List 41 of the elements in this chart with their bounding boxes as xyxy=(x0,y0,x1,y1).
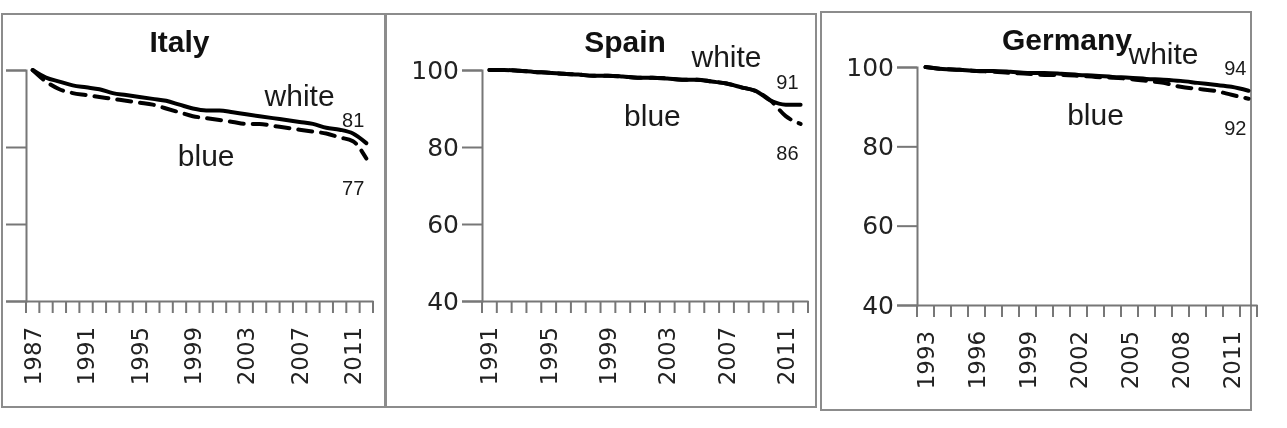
x-tick-label: 1991 xyxy=(73,326,100,386)
x-tick-label: 1987 xyxy=(19,326,46,386)
x-tick-label: 2008 xyxy=(1167,330,1194,390)
data-label: 86 xyxy=(776,141,799,164)
y-tick-label: 100 xyxy=(411,55,459,85)
series-label: blue xyxy=(1067,97,1124,131)
x-tick-label: 1991 xyxy=(476,326,503,386)
x-tick-label: 2007 xyxy=(713,326,740,386)
series-label: white xyxy=(263,78,335,112)
y-tick-label: 100 xyxy=(846,52,894,82)
y-tick-label: 80 xyxy=(427,132,459,162)
data-label: 92 xyxy=(1224,116,1247,139)
x-tick-label: 1995 xyxy=(126,326,153,386)
y-tick-label: 80 xyxy=(862,131,894,161)
x-tick-label: 2011 xyxy=(772,326,799,386)
x-tick-label: 2002 xyxy=(1065,330,1092,390)
x-tick-label: 2003 xyxy=(233,326,260,386)
data-label: 94 xyxy=(1224,56,1247,79)
x-tick-label: 1995 xyxy=(535,326,562,386)
y-tick-label: 60 xyxy=(427,209,459,239)
x-tick-label: 2003 xyxy=(654,326,681,386)
x-tick-label: 1999 xyxy=(1014,330,1041,390)
series-label: white xyxy=(690,40,762,74)
series-label: blue xyxy=(624,98,681,132)
series-label: blue xyxy=(177,139,235,173)
chart-title: Italy xyxy=(149,25,210,58)
x-tick-label: 2005 xyxy=(1116,330,1143,390)
data-label: 81 xyxy=(342,109,365,132)
x-tick-label: 2011 xyxy=(340,326,367,386)
chart-title: Spain xyxy=(584,25,666,58)
x-tick-label: 1996 xyxy=(963,330,990,390)
x-tick-label: 1999 xyxy=(179,326,206,386)
y-tick-label: 60 xyxy=(862,211,894,241)
x-tick-label: 1999 xyxy=(595,326,621,386)
x-tick-label: 1993 xyxy=(912,330,939,390)
data-label: 77 xyxy=(342,176,365,199)
y-tick-label: 40 xyxy=(427,286,459,316)
data-label: 91 xyxy=(776,70,799,93)
x-tick-label: 2007 xyxy=(286,326,313,386)
x-tick-label: 2011 xyxy=(1218,330,1245,390)
y-tick-label: 40 xyxy=(862,290,894,320)
